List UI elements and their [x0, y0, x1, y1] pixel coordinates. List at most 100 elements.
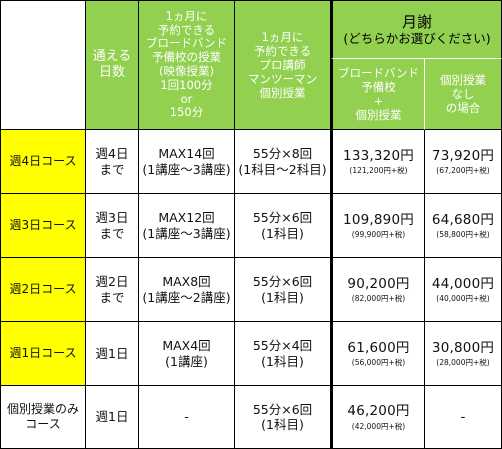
course-name-text: コース: [25, 417, 61, 431]
fee-broadband-cell: 90,200円 (82,000円+税): [331, 258, 425, 322]
header-fee-bb-line: 予備校: [361, 79, 396, 94]
fee-tax: (67,200円+税): [436, 166, 490, 176]
private-cell: 55分×6回 (1科目): [235, 386, 331, 449]
header-days: 通える 日数: [86, 0, 139, 130]
fee-tax: (56,000円+税): [351, 358, 406, 368]
course-name-text: 週2日コース: [9, 282, 77, 297]
fee-tax: (42,000円+税): [351, 421, 406, 431]
fee-broadband-cell: 133,320円 (121,200円+税): [331, 130, 425, 194]
header-broadband-line: 1ヵ月に: [165, 8, 208, 23]
fee-tax: (28,000円+税): [436, 358, 490, 368]
broadband-text: (1講座〜3講座): [142, 225, 231, 241]
fee-title: 月謝: [401, 12, 432, 31]
course-name: 週4日コース: [0, 130, 86, 194]
broadband-text: (1講座〜3講座): [142, 161, 231, 177]
header-private-line: プロ講師: [259, 57, 306, 72]
fee-price: 64,680円: [431, 211, 495, 228]
fee-price: 30,800円: [431, 339, 495, 356]
private-text: (1科目): [261, 417, 304, 432]
header-broadband-line: 予約できる: [157, 22, 216, 37]
header-broadband-line: 予備校の授業: [152, 50, 221, 65]
broadband-cell: MAX14回 (1講座〜3講座): [139, 130, 235, 194]
days-text: 週2日: [95, 274, 129, 290]
days-text: 週1日: [95, 345, 129, 361]
course-name-text: 週4日コース: [9, 154, 77, 169]
header-broadband-line: ブロードバンド: [145, 36, 228, 51]
fee-private-cell: -: [425, 386, 502, 449]
header-fee-title: 月謝 (どちらかお選びください): [331, 0, 502, 58]
private-text: (1科目): [261, 225, 304, 241]
fee-broadband-cell: 61,600円 (56,000円+税): [331, 322, 425, 386]
broadband-cell: MAX8回 (1講座〜2講座): [139, 258, 235, 322]
private-text: (1科目): [261, 289, 304, 305]
course-name-text: 週1日コース: [9, 346, 77, 361]
header-fee-pv-line: 個別授業: [440, 72, 486, 87]
days-cell: 週4日 まで: [86, 130, 139, 194]
header-fee-bb-line: 個別授業: [355, 108, 402, 123]
header-broadband-line: 1回100分: [160, 77, 213, 92]
fee-private-cell: 44,000円 (40,000円+税): [425, 258, 502, 322]
header-corner: [0, 0, 86, 130]
header-fee-bb-line: ブロードバンド: [337, 65, 420, 80]
broadband-text: MAX14回: [158, 146, 215, 162]
fee-price: 61,600円: [347, 339, 410, 356]
private-cell: 55分×8回 (1科目〜2科目): [235, 130, 331, 194]
broadband-text: MAX8回: [162, 274, 211, 290]
broadband-text: (1講座〜2講座): [142, 289, 231, 305]
days-cell: 週1日: [86, 322, 139, 386]
header-days-line: 日数: [98, 65, 125, 80]
course-name: 週2日コース: [0, 258, 86, 322]
days-text: 週3日: [95, 210, 129, 226]
days-text: まで: [99, 225, 125, 241]
private-text: 55分×6回: [252, 274, 313, 290]
days-cell: 週3日 まで: [86, 194, 139, 258]
fee-tax: (99,900円+税): [351, 230, 406, 240]
private-cell: 55分×6回 (1科目): [235, 258, 331, 322]
private-text: (1科目〜2科目): [238, 161, 327, 177]
header-private-line: 予約できる: [253, 43, 312, 58]
private-text: 55分×8回: [252, 146, 313, 162]
header-days-line: 通える: [92, 49, 132, 65]
private-text: 55分×6回: [252, 210, 313, 226]
fee-price: 46,200円: [347, 403, 410, 420]
private-cell: 55分×6回 (1科目): [235, 194, 331, 258]
course-name-text: 週3日コース: [9, 218, 77, 233]
fee-broadband-cell: 109,890円 (99,900円+税): [331, 194, 425, 258]
days-text: まで: [99, 161, 125, 177]
header-broadband-line: or: [180, 91, 193, 106]
broadband-cell: -: [139, 386, 235, 449]
header-fee-private: 個別授業 なし の場合: [425, 58, 502, 130]
header-fee-pv-line: の場合: [445, 101, 481, 115]
header-private-line: 1ヵ月に: [261, 29, 304, 44]
header-private-line: マンツーマン: [248, 72, 317, 86]
course-name: 週1日コース: [0, 322, 86, 386]
fee-private-cell: 30,800円 (28,000円+税): [425, 322, 502, 386]
fee-private-cell: 64,680円 (58,800円+税): [425, 194, 502, 258]
header-broadband-line: (映像授業): [159, 64, 214, 78]
broadband-cell: MAX12回 (1講座〜3講座): [139, 194, 235, 258]
broadband-text: MAX4回: [162, 338, 211, 354]
header-broadband-line: 150分: [169, 105, 204, 120]
days-cell: 週2日 まで: [86, 258, 139, 322]
private-text: 55分×4回: [252, 338, 313, 354]
days-text: まで: [99, 289, 125, 305]
course-name-text: 個別授業のみ: [6, 402, 79, 417]
broadband-text: (1講座): [165, 353, 208, 369]
broadband-text: -: [184, 409, 189, 425]
fee-tax: (58,800円+税): [436, 230, 490, 240]
header-fee-bb-line: +: [373, 94, 384, 108]
days-text: 週4日: [95, 146, 129, 162]
fee-price: 73,920円: [431, 147, 495, 164]
header-broadband: 1ヵ月に 予約できる ブロードバンド 予備校の授業 (映像授業) 1回100分 …: [139, 0, 235, 130]
header-fee-broadband: ブロードバンド 予備校 + 個別授業: [331, 58, 425, 130]
course-name: 個別授業のみ コース: [0, 386, 86, 449]
fee-tax: (121,200円+税): [349, 166, 408, 176]
fee-price: -: [460, 408, 466, 425]
fee-price: 44,000円: [431, 275, 495, 292]
course-name: 週3日コース: [0, 194, 86, 258]
header-fee-pv-line: なし: [451, 86, 475, 101]
fee-broadband-cell: 46,200円 (42,000円+税): [331, 386, 425, 449]
private-text: 55分×6回: [252, 401, 313, 417]
days-cell: 週1日: [86, 386, 139, 449]
